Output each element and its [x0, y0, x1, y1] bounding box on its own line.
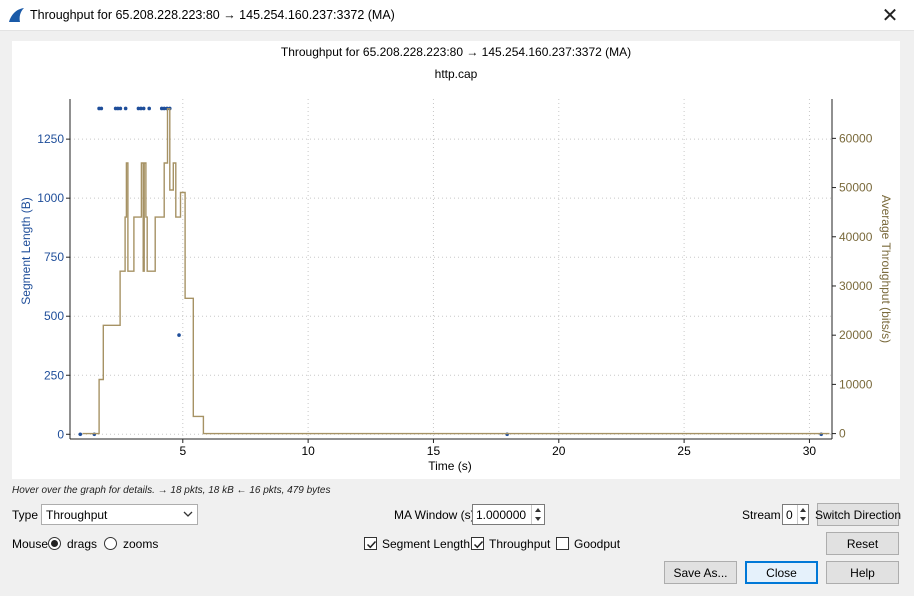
x-tick-label: 15 — [427, 444, 441, 458]
radio-selected-dot — [51, 540, 58, 547]
graph-subtitle: http.cap — [435, 67, 478, 81]
segment-point — [147, 106, 152, 111]
zooms-radio[interactable] — [104, 537, 117, 550]
y-right-tick-label: 30000 — [839, 279, 873, 293]
throughput-line — [82, 108, 830, 435]
spin-up-icon[interactable] — [799, 507, 807, 513]
y-left-tick-label: 250 — [44, 368, 64, 382]
segment-length-checkbox[interactable] — [364, 537, 377, 550]
segment-point — [159, 106, 164, 111]
segment-point — [78, 432, 83, 437]
y-left-tick-label: 750 — [44, 250, 64, 264]
y-right-tick-label: 60000 — [839, 131, 873, 145]
y-right-tick-label: 40000 — [839, 230, 873, 244]
y-left-tick-label: 1000 — [37, 191, 64, 205]
mouse-label: Mouse — [12, 537, 49, 551]
segment-point — [123, 106, 128, 111]
y-left-tick-label: 0 — [57, 427, 64, 441]
spin-down-icon[interactable] — [534, 516, 542, 522]
wireshark-fin-icon — [9, 8, 24, 22]
stream-label: Stream — [742, 508, 781, 522]
x-tick-label: 5 — [179, 444, 186, 458]
zooms-label: zooms — [123, 537, 159, 551]
segment-point — [177, 333, 181, 337]
throughput-label: Throughput — [489, 537, 551, 551]
switch-direction-button[interactable]: Switch Direction — [815, 503, 901, 526]
y-left-tick-label: 500 — [44, 309, 64, 323]
x-tick-label: 25 — [677, 444, 691, 458]
segment-point — [141, 106, 146, 111]
ma-window-label: MA Window (s) — [394, 508, 475, 522]
series — [78, 106, 830, 437]
y-right-tick-label: 50000 — [839, 181, 873, 195]
type-label: Type — [12, 508, 39, 522]
spin-up-icon[interactable] — [534, 507, 542, 513]
drags-label: drags — [67, 537, 98, 551]
ma-window-spin-arrows[interactable] — [531, 505, 544, 524]
x-axis-label: Time (s) — [428, 459, 472, 473]
segment-point — [116, 106, 120, 111]
close-button[interactable]: Close — [745, 561, 818, 584]
goodput-checkbox[interactable] — [556, 537, 569, 550]
checkmark-icon — [366, 540, 377, 549]
drags-radio[interactable] — [48, 537, 61, 550]
graph-title: Throughput for 65.208.228.223:80 → 145.2… — [281, 45, 631, 59]
window-title: Throughput for 65.208.228.223:80 → 145.2… — [30, 8, 395, 22]
y-right-axis-label: Average Throughput (bits/s) — [879, 195, 893, 343]
chevron-down-icon — [183, 511, 193, 517]
spin-down-icon[interactable] — [799, 516, 807, 522]
ma-window-spinbox[interactable]: 1.000000 — [472, 504, 545, 525]
y-right-tick-label: 20000 — [839, 328, 873, 342]
x-tick-label: 20 — [552, 444, 566, 458]
segment-length-label: Segment Length — [382, 537, 471, 551]
hint-text: Hover over the graph for details. → 18 p… — [12, 485, 331, 496]
segment-point — [136, 106, 141, 111]
y-right-tick-label: 0 — [839, 427, 846, 441]
stream-spinbox[interactable]: 0 — [782, 504, 809, 525]
ma-window-value: 1.000000 — [476, 508, 527, 522]
grid — [70, 99, 832, 439]
help-button[interactable]: Help — [826, 561, 899, 584]
y-left-axis-label: Segment Length (B) — [19, 197, 33, 304]
checkmark-icon — [473, 540, 484, 549]
save-as-button[interactable]: Save As... — [664, 561, 737, 584]
stream-spin-arrows[interactable] — [797, 505, 808, 524]
y-left-tick-label: 1250 — [37, 132, 64, 146]
segment-point — [162, 106, 167, 111]
type-select-value: Throughput — [46, 508, 108, 522]
goodput-label: Goodput — [574, 537, 621, 551]
y-right-tick-label: 10000 — [839, 377, 873, 391]
segment-point — [139, 106, 143, 111]
type-select[interactable]: Throughput — [41, 504, 198, 525]
x-tick-label: 10 — [301, 444, 315, 458]
window-close-button[interactable]: ✕ — [881, 4, 899, 27]
throughput-checkbox[interactable] — [471, 537, 484, 550]
throughput-chart[interactable]: Throughput for 65.208.228.223:80 → 145.2… — [12, 41, 900, 479]
window-titlebar: Throughput for 65.208.228.223:80 → 145.2… — [0, 0, 914, 31]
segment-point — [118, 106, 123, 111]
axes: 5 10 15 20 25 30 0 250 500 750 1000 1250 0 10000 20000… — [37, 99, 873, 458]
x-tick-label: 30 — [803, 444, 817, 458]
throughput-graph[interactable]: Throughput for 65.208.228.223:80 → 145.2… — [12, 41, 900, 479]
reset-button[interactable]: Reset — [826, 532, 899, 555]
segment-point — [99, 106, 104, 111]
stream-value: 0 — [786, 508, 793, 522]
